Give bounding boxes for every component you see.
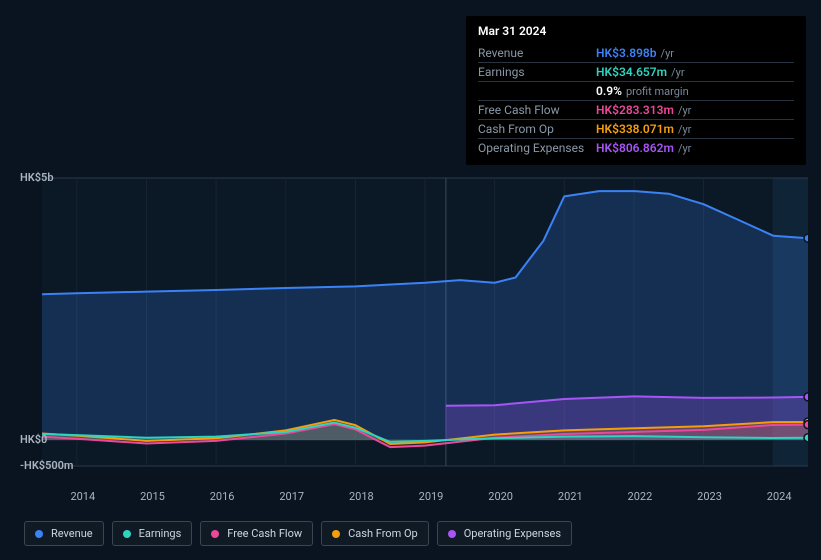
tooltip-row-label: Free Cash Flow bbox=[478, 103, 596, 117]
tooltip-row-label: Revenue bbox=[478, 46, 596, 60]
legend-dot-icon bbox=[448, 530, 456, 538]
legend-item[interactable]: Operating Expenses bbox=[437, 521, 572, 546]
y-axis-tick-label: HK$0 bbox=[20, 433, 47, 446]
tooltip-row: Operating ExpensesHK$806.862m/yr bbox=[478, 139, 794, 157]
tooltip-row-number: HK$3.898b bbox=[596, 46, 657, 60]
chart-tooltip: Mar 31 2024 RevenueHK$3.898b/yrEarningsH… bbox=[466, 16, 806, 165]
x-axis-tick-label: 2017 bbox=[279, 490, 304, 503]
tooltip-row-number: 0.9% bbox=[596, 84, 622, 98]
x-axis-tick-label: 2015 bbox=[140, 490, 165, 503]
tooltip-row-label: Operating Expenses bbox=[478, 141, 596, 155]
x-axis-tick-label: 2024 bbox=[767, 490, 792, 503]
tooltip-row: Cash From OpHK$338.071m/yr bbox=[478, 120, 794, 139]
tooltip-row-unit: profit margin bbox=[626, 85, 689, 98]
tooltip-row-unit: /yr bbox=[678, 104, 691, 117]
chart-svg bbox=[18, 160, 808, 480]
tooltip-date: Mar 31 2024 bbox=[478, 24, 794, 44]
legend-label: Earnings bbox=[139, 527, 182, 540]
y-axis-tick-label: -HK$500m bbox=[20, 459, 74, 472]
legend-item[interactable]: Cash From Op bbox=[321, 521, 429, 546]
x-axis-tick-label: 2016 bbox=[210, 490, 235, 503]
x-axis-tick-label: 2023 bbox=[697, 490, 722, 503]
tooltip-row-number: HK$806.862m bbox=[596, 141, 674, 155]
legend-label: Operating Expenses bbox=[464, 527, 561, 540]
x-axis-tick-label: 2014 bbox=[70, 490, 95, 503]
chart-area: HK$5b HK$0 -HK$500m bbox=[18, 160, 808, 510]
tooltip-row-unit: /yr bbox=[678, 142, 691, 155]
tooltip-row-unit: /yr bbox=[661, 47, 674, 60]
chart-container: Mar 31 2024 RevenueHK$3.898b/yrEarningsH… bbox=[0, 0, 821, 560]
x-axis-tick-label: 2022 bbox=[628, 490, 653, 503]
legend-item[interactable]: Free Cash Flow bbox=[200, 521, 313, 546]
y-axis-tick-label: HK$5b bbox=[20, 171, 54, 184]
legend-dot-icon bbox=[35, 530, 43, 538]
tooltip-row-number: HK$34.657m bbox=[596, 65, 667, 79]
legend-label: Free Cash Flow bbox=[227, 527, 302, 540]
tooltip-row-value: 0.9% profit margin bbox=[596, 84, 689, 98]
tooltip-row-unit: /yr bbox=[678, 123, 691, 136]
tooltip-row-value: HK$338.071m/yr bbox=[596, 122, 691, 136]
legend-label: Cash From Op bbox=[348, 527, 418, 540]
tooltip-row-number: HK$283.313m bbox=[596, 103, 674, 117]
tooltip-row: 0.9% profit margin bbox=[478, 82, 794, 101]
x-axis-tick-label: 2018 bbox=[349, 490, 374, 503]
legend-item[interactable]: Revenue bbox=[24, 521, 104, 546]
x-axis-tick-label: 2021 bbox=[558, 490, 583, 503]
tooltip-row: Free Cash FlowHK$283.313m/yr bbox=[478, 101, 794, 120]
x-axis-tick-label: 2019 bbox=[419, 490, 444, 503]
tooltip-row-label: Cash From Op bbox=[478, 122, 596, 136]
x-axis-tick-label: 2020 bbox=[488, 490, 513, 503]
tooltip-row-unit: /yr bbox=[671, 66, 684, 79]
legend-dot-icon bbox=[123, 530, 131, 538]
x-axis-labels: 2014 2015 2016 2017 2018 2019 2020 2021 2022 2023… bbox=[24, 490, 810, 510]
tooltip-rows: RevenueHK$3.898b/yrEarningsHK$34.657m/yr… bbox=[478, 44, 794, 157]
tooltip-row-value: HK$283.313m/yr bbox=[596, 103, 691, 117]
legend-dot-icon bbox=[332, 530, 340, 538]
tooltip-row-number: HK$338.071m bbox=[596, 122, 674, 136]
tooltip-row-value: HK$806.862m/yr bbox=[596, 141, 691, 155]
legend-item[interactable]: Earnings bbox=[112, 521, 193, 546]
tooltip-row-label bbox=[478, 84, 596, 98]
legend: Revenue Earnings Free Cash Flow Cash From O… bbox=[24, 521, 572, 546]
tooltip-row-label: Earnings bbox=[478, 65, 596, 79]
tooltip-row-value: HK$3.898b/yr bbox=[596, 46, 674, 60]
legend-label: Revenue bbox=[51, 527, 93, 540]
tooltip-row: EarningsHK$34.657m/yr bbox=[478, 63, 794, 82]
tooltip-row: RevenueHK$3.898b/yr bbox=[478, 44, 794, 63]
legend-dot-icon bbox=[211, 530, 219, 538]
tooltip-row-value: HK$34.657m/yr bbox=[596, 65, 685, 79]
